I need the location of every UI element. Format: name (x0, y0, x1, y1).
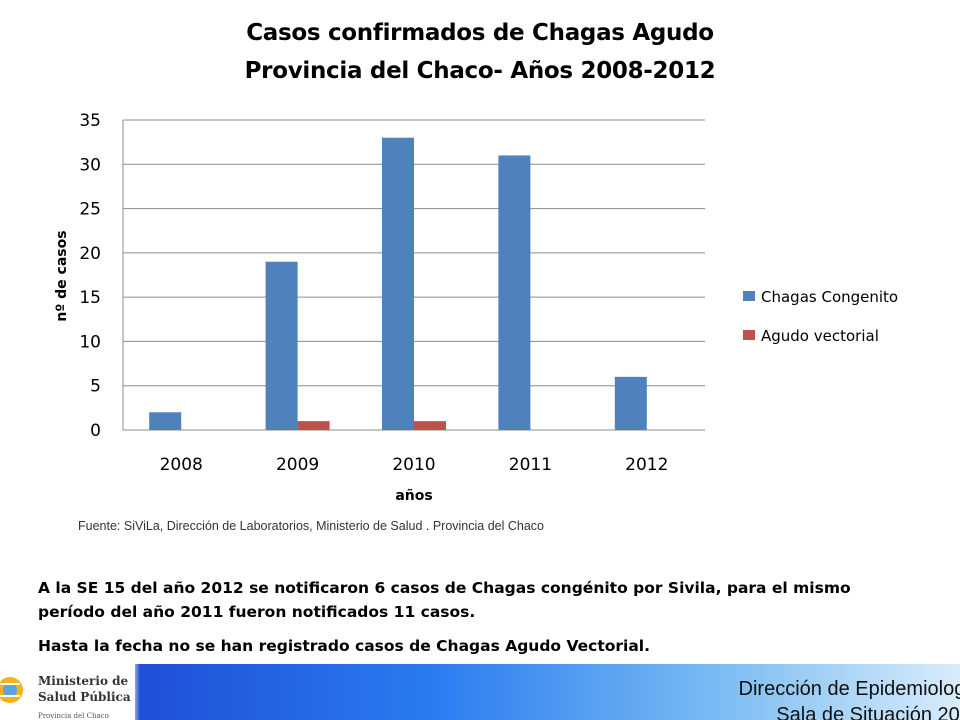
legend-label: Chagas Congenito (761, 288, 898, 306)
bar (498, 155, 531, 430)
legend-label: Agudo vectorial (761, 327, 879, 345)
sun-emblem-icon (0, 677, 23, 703)
y-tick-label: 5 (90, 377, 101, 397)
logo-text-line2: Salud Pública (38, 690, 131, 704)
logo-text-line1: Ministerio de (38, 674, 129, 688)
y-tick-label: 15 (79, 288, 101, 308)
axes: 0 5 10 15 20 25 30 35 2008 2009 2010 2011 2012 (79, 111, 668, 475)
source-note: Fuente: SiViLa, Dirección de Laboratorio… (78, 519, 544, 533)
chart-title-line1: Casos confirmados de Chagas Agudo (246, 20, 714, 46)
legend: Chagas Congenito Agudo vectorial (743, 288, 898, 345)
y-tick-label: 0 (90, 421, 101, 441)
y-axis-title: nº de casos (54, 230, 70, 321)
x-axis-title: años (395, 488, 432, 504)
y-tick-label: 20 (79, 244, 101, 264)
footer-text-line2: Sala de Situación 2012 (776, 704, 960, 720)
y-tick-label: 30 (79, 155, 101, 175)
y-tick-label: 10 (79, 332, 101, 352)
ministry-logo: Ministerio de Salud Pública Provincia de… (0, 664, 135, 720)
y-tick-label: 25 (79, 200, 101, 220)
y-tick-label: 35 (79, 111, 101, 131)
footer-text-line1: Dirección de Epidemiología (738, 678, 960, 700)
note-line-3: Hasta la fecha no se han registrado caso… (38, 637, 650, 655)
x-tick-label: 2009 (276, 455, 319, 475)
note-line-2: período del año 2011 fueron notificados … (38, 603, 476, 621)
footer-banner: Ministerio de Salud Pública Provincia de… (0, 664, 960, 720)
bar-chart: 0 5 10 15 20 25 30 35 2008 2009 2010 2011 2012 Chaga… (54, 111, 898, 504)
bar (149, 412, 182, 430)
x-tick-label: 2012 (625, 455, 668, 475)
legend-swatch (743, 330, 755, 340)
bars (149, 137, 647, 430)
chart-title-line2: Provincia del Chaco- Años 2008-2012 (244, 58, 716, 84)
bar (414, 421, 446, 430)
x-tick-label: 2011 (509, 455, 552, 475)
bar (382, 137, 414, 430)
x-tick-label: 2010 (392, 455, 435, 475)
logo-text-line3: Provincia del Chaco (38, 712, 109, 720)
bar (265, 261, 298, 430)
bar (297, 421, 330, 430)
legend-swatch (743, 291, 755, 301)
note-line-1: A la SE 15 del año 2012 se notificaron 6… (38, 579, 851, 597)
bar (614, 376, 647, 430)
x-tick-label: 2008 (160, 455, 203, 475)
